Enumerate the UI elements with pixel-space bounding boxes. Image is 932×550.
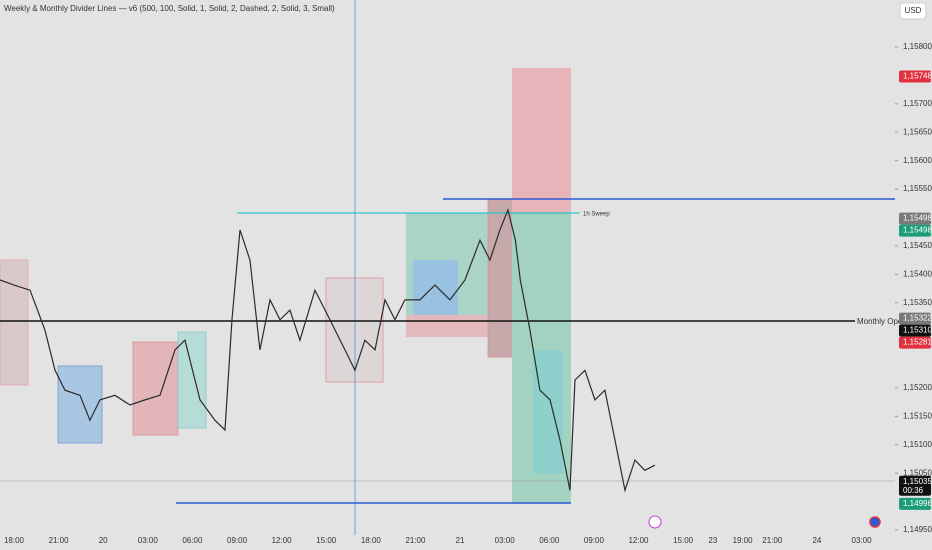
x-tick-label: 06:00 (182, 536, 203, 545)
x-tick-label: 18:00 (4, 536, 25, 545)
y-tick-label: 1,15650 (903, 127, 932, 136)
countdown: 00:36 (903, 486, 924, 495)
zones (0, 68, 571, 503)
y-tick-label: 1,15450 (903, 241, 932, 250)
y-tick-label: 1,15100 (903, 440, 932, 449)
x-tick-label: 18:00 (361, 536, 382, 545)
price-tag (899, 475, 931, 496)
price-tag-label: 1,15498 (903, 214, 932, 223)
y-tick-label: 1,15600 (903, 156, 932, 165)
currency-button[interactable] (899, 2, 927, 20)
y-tick-label: 1,15200 (903, 383, 932, 392)
price-tag (899, 312, 931, 325)
x-tick-label: 09:00 (584, 536, 605, 545)
price-tag-label: 1,15035 (903, 477, 932, 486)
x-tick-label: 20 (99, 536, 108, 545)
zone (533, 350, 563, 474)
x-tick-label: 15:00 (673, 536, 694, 545)
price-tag (899, 497, 931, 510)
zone (57, 365, 103, 444)
x-tick-label: 09:00 (227, 536, 248, 545)
annotation: 1h Sweep (583, 212, 610, 218)
price-tag (899, 70, 931, 83)
y-tick-label: 1,15350 (903, 298, 932, 307)
price-tag (899, 212, 931, 225)
x-tick-label: 06:00 (539, 536, 560, 545)
price-line (0, 208, 656, 493)
y-tick-label: 1,15400 (903, 269, 932, 278)
y-tick-label: 1,15150 (903, 411, 932, 420)
price-tag-label: 1,15748 (903, 72, 932, 81)
currency[interactable]: USD (905, 6, 922, 15)
price-tag (899, 324, 931, 337)
indicator-title: Weekly & Monthly Divider Lines — v6 (500… (4, 4, 335, 13)
x-tick-label: 21 (456, 536, 465, 545)
x-tick-label: 03:00 (495, 536, 516, 545)
x-tick-label: 23 (708, 536, 717, 545)
y-tick-label: 1,14950 (903, 525, 932, 534)
event-icon[interactable] (648, 515, 662, 529)
x-tick-label: 19:00 (733, 536, 754, 545)
zone (512, 68, 571, 213)
price-tag (899, 336, 931, 349)
price-tag-label: 1,15498 (903, 226, 932, 235)
x-tick-label: 24 (812, 536, 821, 545)
x-tick-label: 12:00 (272, 536, 293, 545)
annotation: Monthly Open (857, 317, 907, 326)
event-icon[interactable] (869, 516, 881, 528)
price-tag (899, 224, 931, 237)
y-tick-label: 1,15550 (903, 184, 932, 193)
zone (132, 341, 179, 436)
x-tick-label: 21:00 (49, 536, 70, 545)
price-tag-label: 1,15322 (903, 314, 932, 323)
zone (413, 260, 458, 315)
price-tag-label: 1,14996 (903, 499, 932, 508)
x-tick-label: 03:00 (852, 536, 873, 545)
price-tag-label: 1,15281 (903, 338, 932, 347)
x-tick-label: 21:00 (762, 536, 783, 545)
price-tag-label: 1,15310 (903, 326, 932, 335)
x-tick-label: 12:00 (628, 536, 649, 545)
y-tick-label: 1,15800 (903, 42, 932, 51)
x-tick-label: 15:00 (316, 536, 337, 545)
y-tick-label: 1,15050 (903, 468, 932, 477)
x-tick-label: 03:00 (138, 536, 159, 545)
y-tick-label: 1,15700 (903, 99, 932, 108)
zone (177, 331, 207, 429)
x-tick-label: 21:00 (405, 536, 426, 545)
zone (0, 259, 29, 386)
